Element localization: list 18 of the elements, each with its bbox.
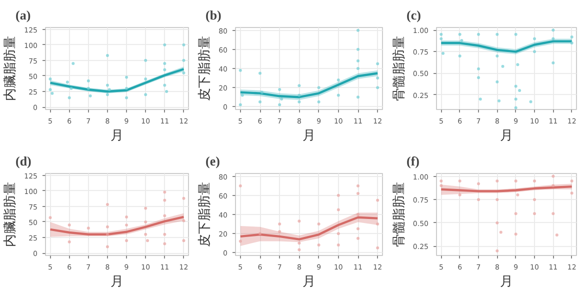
chart-title: (d) (16, 154, 32, 168)
x-axis-title: 月 (110, 274, 124, 290)
x-axis-title: 月 (110, 128, 124, 144)
x-axis-title: 月 (302, 128, 316, 144)
chart-title: (f) (406, 154, 420, 168)
y-axis-title: 骨髓脂肪量 (392, 182, 407, 247)
y-axis-title: 皮下脂肪量 (198, 182, 213, 247)
x-axis-title: 月 (500, 128, 513, 144)
x-axis-title: 月 (302, 274, 316, 290)
x-axis-title: 月 (500, 274, 513, 290)
chart-title: (e) (206, 154, 220, 168)
y-axis-title: 骨髓脂肪量 (392, 36, 407, 101)
chart-title: (c) (406, 8, 421, 22)
y-axis-title: 皮下脂肪量 (198, 36, 213, 101)
y-axis-title: 内臟脂肪量 (3, 182, 18, 247)
chart-title: (a) (16, 8, 31, 22)
chart-title: (b) (206, 8, 222, 22)
y-axis-title: 内臟脂肪量 (3, 36, 18, 101)
